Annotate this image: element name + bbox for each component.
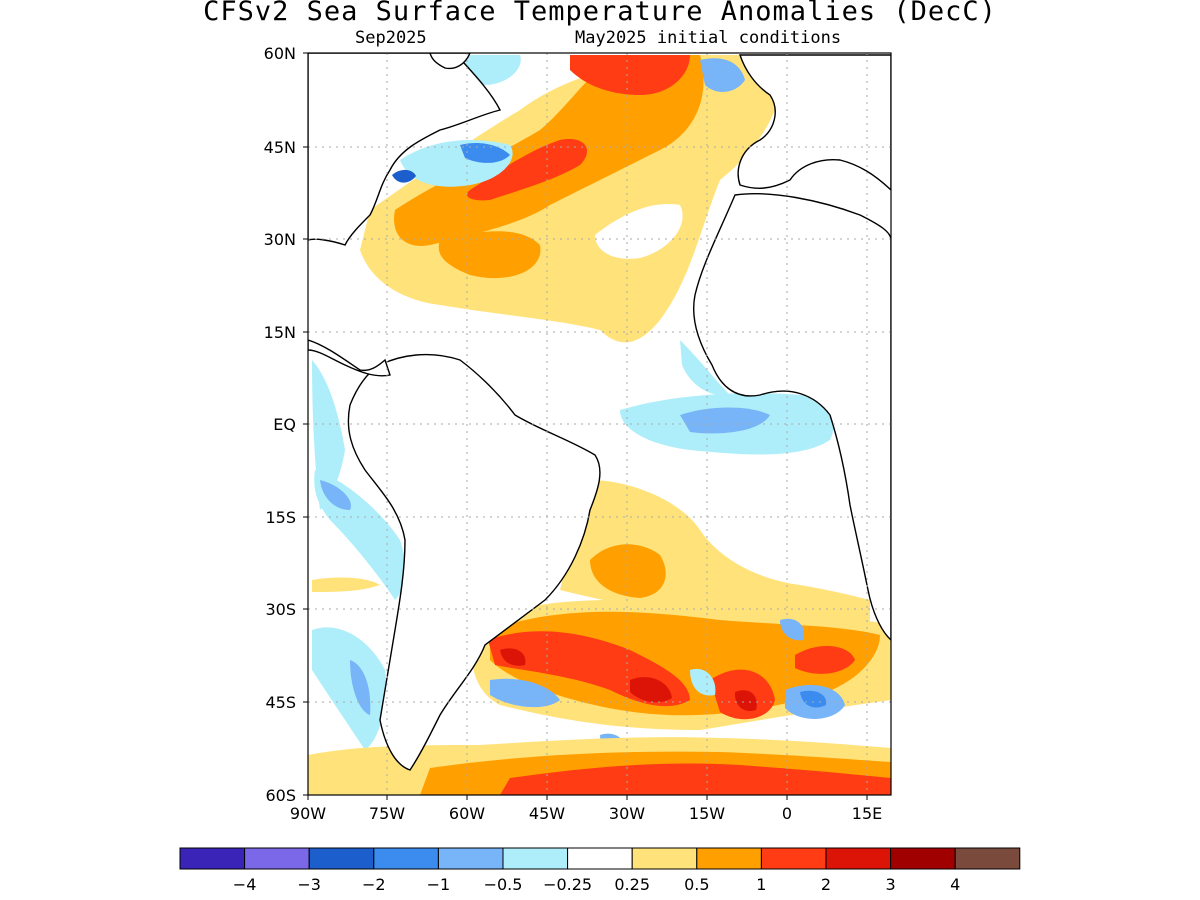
- anomaly-region: [680, 340, 730, 396]
- forecast-month: Sep2025: [355, 28, 427, 48]
- anomaly-region: [630, 677, 672, 703]
- lat-label: 60S: [265, 786, 296, 805]
- anomaly-region: [490, 678, 560, 708]
- land: [308, 53, 891, 771]
- graticule: [308, 53, 891, 795]
- anomaly-region: [312, 577, 380, 592]
- anomaly-region: [312, 627, 387, 750]
- colorbar-swatch: [696, 847, 762, 870]
- colorbar-swatch: [244, 847, 310, 870]
- anomaly-region: [560, 480, 870, 640]
- initial-conditions: May2025 initial conditions: [575, 28, 842, 48]
- greenland-land: [429, 53, 471, 70]
- anomaly-region: [438, 231, 541, 279]
- colorbar-label: 0.25: [614, 875, 650, 894]
- colorbar-swatch: [825, 847, 892, 870]
- lon-label: 45W: [529, 804, 565, 823]
- colorbar-swatch: [954, 847, 1021, 870]
- anomaly-region: [350, 660, 371, 715]
- anomaly-region: [595, 204, 683, 259]
- colorbar-label: 0.5: [684, 875, 709, 894]
- tick-marks: [303, 52, 868, 800]
- colorbar-labels: −4 −3 −2 −1 −0.5 −0.25 0.25 0.5 1 2 3 4: [233, 875, 960, 894]
- anomaly-region: [570, 55, 690, 95]
- anomaly-region: [780, 618, 805, 641]
- colorbar-swatch: [890, 847, 956, 870]
- anomaly-region: [460, 143, 510, 163]
- lat-label: 30S: [265, 600, 296, 619]
- africa-land: [693, 193, 891, 641]
- colorbar-swatch: [437, 847, 504, 870]
- colorbar: [179, 847, 1021, 870]
- latitude-labels: 60N 45N 30N 15N EQ 15S 30S 45S 60S: [264, 44, 296, 805]
- colorbar-label: 3: [886, 875, 896, 894]
- colorbar-label: 2: [821, 875, 831, 894]
- anomaly-region: [392, 169, 416, 183]
- anomaly-region: [700, 58, 745, 92]
- colorbar-swatch: [502, 847, 569, 870]
- anomaly-region: [590, 544, 666, 598]
- lon-label: 15W: [689, 804, 725, 823]
- colorbar-label: −4: [233, 875, 257, 894]
- anomaly-region: [500, 648, 526, 666]
- anomaly-region: [800, 690, 827, 708]
- colorbar-label: 1: [756, 875, 766, 894]
- map-title: CFSv2 Sea Surface Temperature Anomalies …: [203, 0, 997, 27]
- lat-label: 60N: [264, 44, 296, 63]
- anomaly-region: [795, 645, 855, 674]
- lat-label: 45N: [264, 138, 296, 157]
- lat-label: 15S: [265, 508, 296, 527]
- colorbar-swatch: [567, 847, 633, 870]
- colorbar-swatch: [308, 847, 375, 870]
- colorbar-swatch: [373, 847, 439, 870]
- colorbar-swatch: [631, 847, 698, 870]
- south-america-land: [347, 353, 601, 771]
- colorbar-swatch: [179, 847, 246, 870]
- anomaly-region: [466, 139, 588, 201]
- colorbar-label: −0.25: [543, 875, 592, 894]
- longitude-labels: 90W 75W 60W 45W 30W 15W 0 15E: [290, 804, 882, 823]
- anomaly-region: [734, 690, 757, 712]
- lat-label: 30N: [264, 230, 296, 249]
- lat-label: EQ: [273, 415, 296, 434]
- lat-label: 45S: [265, 693, 296, 712]
- europe-land: [737, 54, 891, 191]
- north-america-land: [308, 53, 502, 246]
- colorbar-label: 4: [950, 875, 960, 894]
- lat-label: 15N: [264, 323, 296, 342]
- anomaly-region: [680, 407, 770, 434]
- lon-label: 75W: [369, 804, 405, 823]
- colorbar-label: −0.5: [484, 875, 523, 894]
- anomaly-field: [308, 53, 891, 795]
- lon-label: 30W: [609, 804, 645, 823]
- lon-label: 0: [782, 804, 792, 823]
- anomaly-region: [500, 763, 891, 795]
- colorbar-swatch: [760, 847, 827, 870]
- anomaly-region: [320, 480, 351, 510]
- lon-label: 15E: [852, 804, 882, 823]
- colorbar-label: −2: [362, 875, 386, 894]
- central-america-land: [308, 339, 391, 377]
- lon-label: 60W: [449, 804, 485, 823]
- colorbar-label: −1: [427, 875, 451, 894]
- anomaly-region: [690, 668, 716, 696]
- colorbar-label: −3: [297, 875, 321, 894]
- lon-label: 90W: [290, 804, 326, 823]
